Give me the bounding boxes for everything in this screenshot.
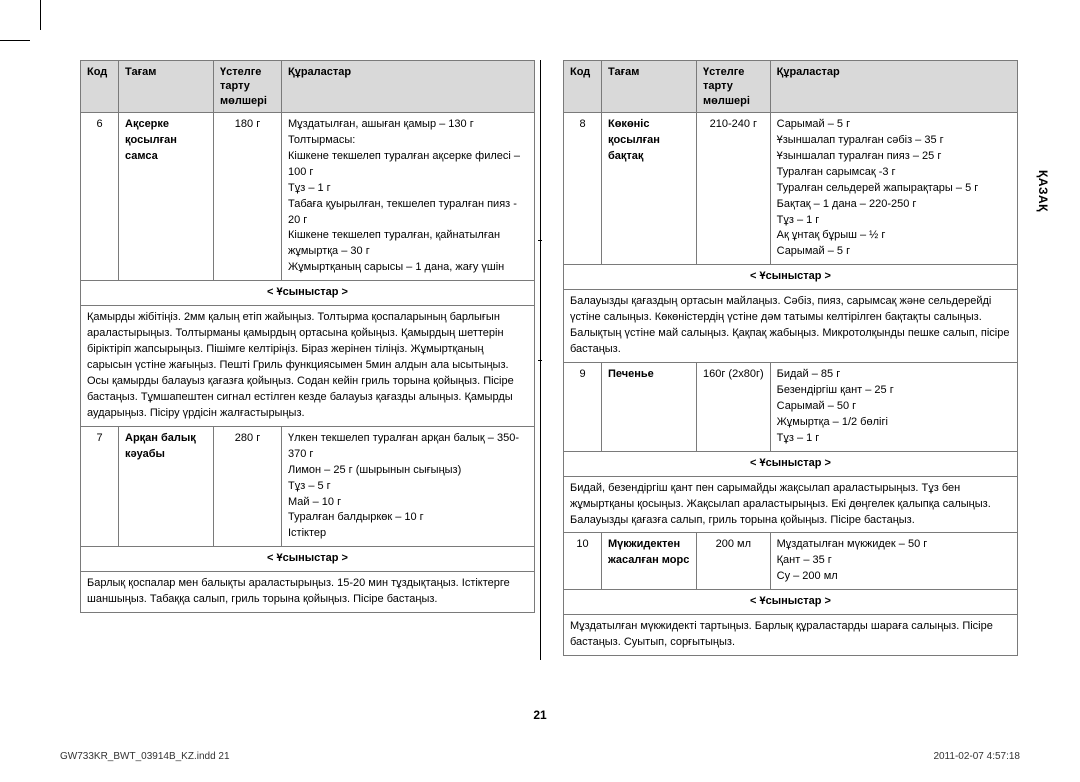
th-code: Код	[81, 61, 119, 113]
footer-file-info: GW733KR_BWT_03914B_KZ.indd 21	[60, 751, 230, 762]
tips-row: Қамырды жібітіңіз. 2мм қалың етіп жайыңы…	[81, 306, 535, 427]
cell-portion: 210-240 г	[697, 112, 771, 264]
tips-row: Мұздатылған мүкжидекті тартыңыз. Барлық …	[564, 615, 1018, 656]
tips-text: Балауызды қағаздың ортасын майлаңыз. Сәб…	[564, 290, 1018, 363]
table-row: 10Мүкжидектен жасалған морс200 млМұздаты…	[564, 533, 1018, 590]
th-food: Тағам	[602, 61, 697, 113]
cell-portion: 180 г	[214, 112, 282, 280]
crop-mark	[0, 40, 30, 41]
footer-timestamp: 2011-02-07 4:57:18	[933, 751, 1020, 762]
th-ingredients: Құраластар	[282, 61, 535, 113]
th-portion: Үстелге тарту мөлшері	[214, 61, 282, 113]
tips-header-row: < Ұсыныстар >	[564, 265, 1018, 290]
table-row: 8Көкөніс қосылған бақтақ210-240 гСарымай…	[564, 112, 1018, 264]
cell-food-name: Ақсерке қосылған самса	[119, 112, 214, 280]
cell-portion: 200 мл	[697, 533, 771, 590]
cell-ingredients: Үлкен текшелеп туралған арқан балық – 35…	[282, 426, 535, 547]
tips-row: Бидай, безендіргіш қант пен сарымайды жа…	[564, 476, 1018, 533]
cell-ingredients: Мұздатылған мүкжидек – 50 гҚант – 35 гСу…	[770, 533, 1017, 590]
cell-code: 8	[564, 112, 602, 264]
tbody-left: 6Ақсерке қосылған самса180 гМұздатылған,…	[81, 112, 535, 612]
tbody-right: 8Көкөніс қосылған бақтақ210-240 гСарымай…	[564, 112, 1018, 655]
tips-header: < Ұсыныстар >	[564, 590, 1018, 615]
language-side-label: ҚАЗАҚ	[1036, 170, 1050, 212]
page-columns: Код Тағам Үстелге тарту мөлшері Құраласт…	[80, 60, 1020, 656]
right-column: Код Тағам Үстелге тарту мөлшері Құраласт…	[563, 60, 1018, 656]
cell-food-name: Мүкжидектен жасалған морс	[602, 533, 697, 590]
divider-tick	[538, 240, 542, 241]
divider-tick	[538, 360, 542, 361]
cell-food-name: Арқан балық кәуабы	[119, 426, 214, 547]
tips-text: Мұздатылған мүкжидекті тартыңыз. Барлық …	[564, 615, 1018, 656]
tips-text: Барлық қоспалар мен балықты араластырыңы…	[81, 572, 535, 613]
tips-header-row: < Ұсыныстар >	[81, 281, 535, 306]
tips-row: Барлық қоспалар мен балықты араластырыңы…	[81, 572, 535, 613]
tips-text: Қамырды жібітіңіз. 2мм қалың етіп жайыңы…	[81, 306, 535, 427]
tips-header: < Ұсыныстар >	[564, 451, 1018, 476]
tips-header: < Ұсыныстар >	[81, 547, 535, 572]
cell-code: 6	[81, 112, 119, 280]
tips-header-row: < Ұсыныстар >	[564, 451, 1018, 476]
cell-ingredients: Бидай – 85 гБезендіргіш қант – 25 гСарым…	[770, 363, 1017, 452]
cell-ingredients: Мұздатылған, ашыған қамыр – 130 гТолтырм…	[282, 112, 535, 280]
table-row: 9Печенье160г (2x80г)Бидай – 85 гБезендір…	[564, 363, 1018, 452]
cell-code: 7	[81, 426, 119, 547]
table-row: 7Арқан балық кәуабы280 гҮлкен текшелеп т…	[81, 426, 535, 547]
th-ingredients: Құраластар	[770, 61, 1017, 113]
tips-header-row: < Ұсыныстар >	[564, 590, 1018, 615]
recipe-table-right: Код Тағам Үстелге тарту мөлшері Құраласт…	[563, 60, 1018, 656]
recipe-table-left: Код Тағам Үстелге тарту мөлшері Құраласт…	[80, 60, 535, 613]
th-food: Тағам	[119, 61, 214, 113]
cell-code: 9	[564, 363, 602, 452]
crop-mark	[40, 0, 41, 30]
page-number: 21	[0, 708, 1080, 722]
th-portion: Үстелге тарту мөлшері	[697, 61, 771, 113]
tips-header: < Ұсыныстар >	[564, 265, 1018, 290]
th-code: Код	[564, 61, 602, 113]
tips-header-row: < Ұсыныстар >	[81, 547, 535, 572]
tips-text: Бидай, безендіргіш қант пен сарымайды жа…	[564, 476, 1018, 533]
cell-portion: 280 г	[214, 426, 282, 547]
tips-header: < Ұсыныстар >	[81, 281, 535, 306]
cell-portion: 160г (2x80г)	[697, 363, 771, 452]
cell-food-name: Көкөніс қосылған бақтақ	[602, 112, 697, 264]
tips-row: Балауызды қағаздың ортасын майлаңыз. Сәб…	[564, 290, 1018, 363]
cell-ingredients: Сарымай – 5 гҰзыншалап туралған сәбіз – …	[770, 112, 1017, 264]
cell-code: 10	[564, 533, 602, 590]
cell-food-name: Печенье	[602, 363, 697, 452]
left-column: Код Тағам Үстелге тарту мөлшері Құраласт…	[80, 60, 535, 656]
table-row: 6Ақсерке қосылған самса180 гМұздатылған,…	[81, 112, 535, 280]
